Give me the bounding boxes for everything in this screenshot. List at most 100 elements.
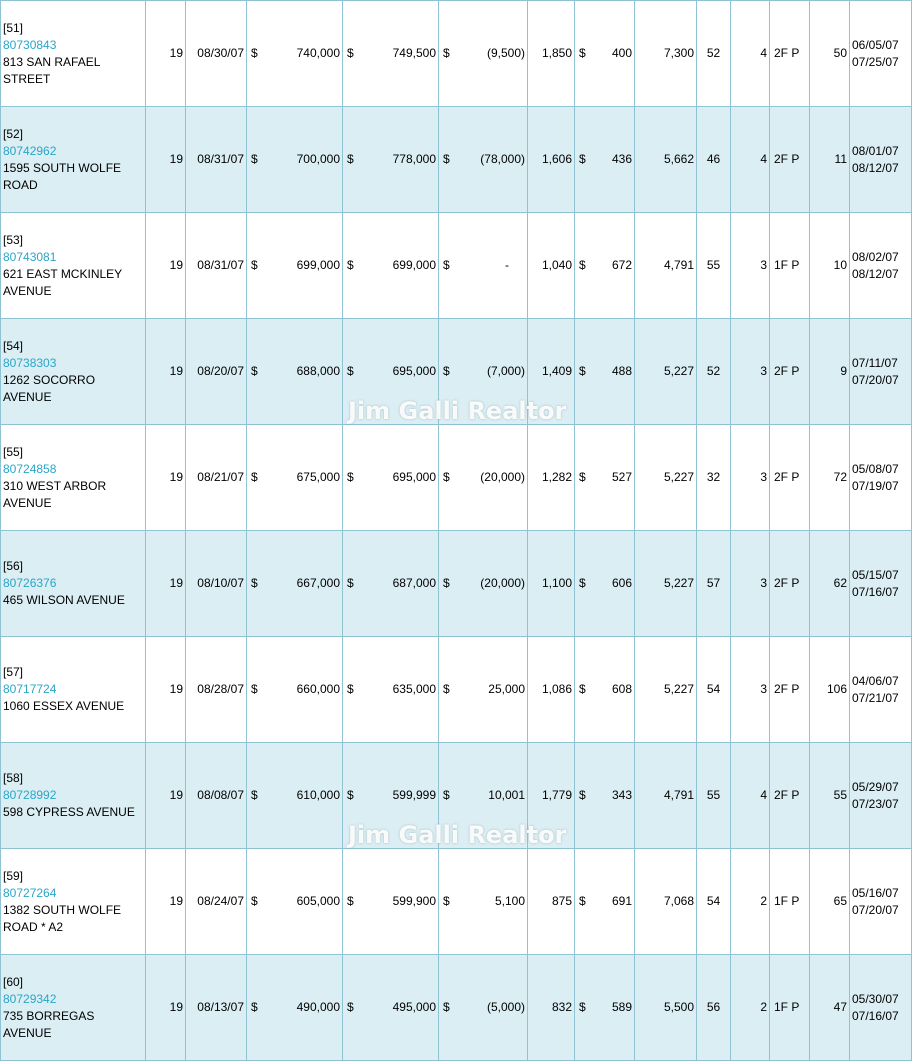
sold-date: 08/31/07 <box>185 106 247 213</box>
currency-symbol: $ <box>251 1000 258 1014</box>
row-index: [51] <box>3 20 24 35</box>
difference-cell: $25,000 <box>438 636 528 743</box>
currency-symbol: $ <box>347 364 354 378</box>
currency-symbol: $ <box>443 1000 450 1014</box>
bedrooms: 4 <box>730 106 770 213</box>
listing-dates: 05/15/07 07/16/07 <box>849 530 912 637</box>
sale-price: 700,000 <box>296 152 340 166</box>
sale-price: 688,000 <box>296 364 340 378</box>
mls-number: 80730843 <box>3 37 57 52</box>
style-code: 2F P <box>769 318 810 425</box>
list-date: 05/15/07 <box>852 567 899 582</box>
price-per-sqft: 691 <box>611 894 632 908</box>
mls-number: 80742962 <box>3 143 57 158</box>
currency-symbol: $ <box>347 788 354 802</box>
home-age: 55 <box>696 212 731 319</box>
sold-date: 08/24/07 <box>185 848 247 955</box>
price-per-sqft: 343 <box>611 788 632 802</box>
currency-symbol: $ <box>443 470 450 484</box>
sold-date: 08/20/07 <box>185 318 247 425</box>
home-age: 52 <box>696 318 731 425</box>
currency-symbol: $ <box>579 258 586 272</box>
list-price: 699,000 <box>392 258 436 272</box>
listing-cell: [56] 80726376 465 WILSON AVENUE <box>0 530 146 637</box>
currency-symbol: $ <box>579 152 586 166</box>
lot-size: 7,300 <box>634 0 697 107</box>
street-address: 735 BORREGAS AVENUE <box>3 1008 95 1040</box>
days-on-market: 106 <box>809 636 850 743</box>
pending-date: 07/16/07 <box>852 584 899 599</box>
street-address: 813 SAN RAFAEL STREET <box>3 54 100 86</box>
listing-cell: [54] 80738303 1262 SOCORRO AVENUE <box>0 318 146 425</box>
price-per-sqft-cell: $672 <box>574 212 635 319</box>
list-date: 05/30/07 <box>852 991 899 1006</box>
sale-price: 610,000 <box>296 788 340 802</box>
difference-cell: $ (7,000) <box>438 318 528 425</box>
days-on-market: 47 <box>809 954 850 1061</box>
lot-size: 5,227 <box>634 424 697 531</box>
list-date: 05/16/07 <box>852 885 899 900</box>
price-per-sqft-cell: $589 <box>574 954 635 1061</box>
row-index: [59] <box>3 868 24 883</box>
price-difference: (7,000) <box>486 364 525 378</box>
square-feet: 1,606 <box>527 106 575 213</box>
sold-date: 08/21/07 <box>185 424 247 531</box>
street-address: 465 WILSON AVENUE <box>3 593 125 607</box>
list-date: 05/08/07 <box>852 461 899 476</box>
currency-symbol: $ <box>347 894 354 908</box>
price-per-sqft-cell: $436 <box>574 106 635 213</box>
street-address: 310 WEST ARBOR AVENUE <box>3 478 107 510</box>
sale-price-cell: $700,000 <box>246 106 343 213</box>
currency-symbol: $ <box>443 788 450 802</box>
home-age: 46 <box>696 106 731 213</box>
mls-number: 80729342 <box>3 991 57 1006</box>
currency-symbol: $ <box>579 788 586 802</box>
pending-date: 07/23/07 <box>852 796 899 811</box>
row-index: [58] <box>3 771 24 785</box>
mls-number: 80717724 <box>3 682 57 696</box>
row-index: [52] <box>3 126 24 141</box>
days-on-market: 50 <box>809 0 850 107</box>
style-code: 2F P <box>769 0 810 107</box>
difference-cell: $ - <box>438 212 528 319</box>
bedrooms: 3 <box>730 212 770 319</box>
pending-date: 08/12/07 <box>852 160 899 175</box>
square-feet: 1,282 <box>527 424 575 531</box>
mls-number: 80743081 <box>3 249 57 264</box>
zip-area: 19 <box>145 106 186 213</box>
square-feet: 1,086 <box>527 636 575 743</box>
list-price-cell: $695,000 <box>342 424 439 531</box>
list-price-cell: $699,000 <box>342 212 439 319</box>
currency-symbol: $ <box>251 364 258 378</box>
price-difference: (20,000) <box>480 470 525 484</box>
list-price-cell: $495,000 <box>342 954 439 1061</box>
price-per-sqft-cell: $691 <box>574 848 635 955</box>
days-on-market: 65 <box>809 848 850 955</box>
price-difference: 5,100 <box>494 894 525 908</box>
difference-cell: $ (5,000) <box>438 954 528 1061</box>
days-on-market: 9 <box>809 318 850 425</box>
table-row: [55] 80724858 310 WEST ARBOR AVENUE 19 08/21… <box>0 424 912 531</box>
currency-symbol: $ <box>347 576 354 590</box>
difference-cell: $10,001 <box>438 742 528 849</box>
price-per-sqft: 400 <box>611 46 632 60</box>
sale-price: 740,000 <box>296 46 340 60</box>
row-index: [60] <box>3 974 24 989</box>
currency-symbol: $ <box>347 152 354 166</box>
mls-number: 80738303 <box>3 355 57 370</box>
style-code: 2F P <box>769 530 810 637</box>
home-age: 56 <box>696 954 731 1061</box>
sold-date: 08/31/07 <box>185 212 247 319</box>
listing-dates: 08/02/07 08/12/07 <box>849 212 912 319</box>
list-date: 05/29/07 <box>852 779 899 794</box>
style-code: 1F P <box>769 848 810 955</box>
table-row: [60] 80729342 735 BORREGAS AVENUE 19 08/13/0… <box>0 954 912 1061</box>
price-per-sqft-cell: $400 <box>574 0 635 107</box>
pending-date: 08/12/07 <box>852 266 899 281</box>
row-index: [57] <box>3 665 24 679</box>
listing-dates: 05/29/07 07/23/07 <box>849 742 912 849</box>
price-per-sqft: 608 <box>611 682 632 696</box>
bedrooms: 2 <box>730 848 770 955</box>
price-per-sqft: 488 <box>611 364 632 378</box>
lot-size: 7,068 <box>634 848 697 955</box>
